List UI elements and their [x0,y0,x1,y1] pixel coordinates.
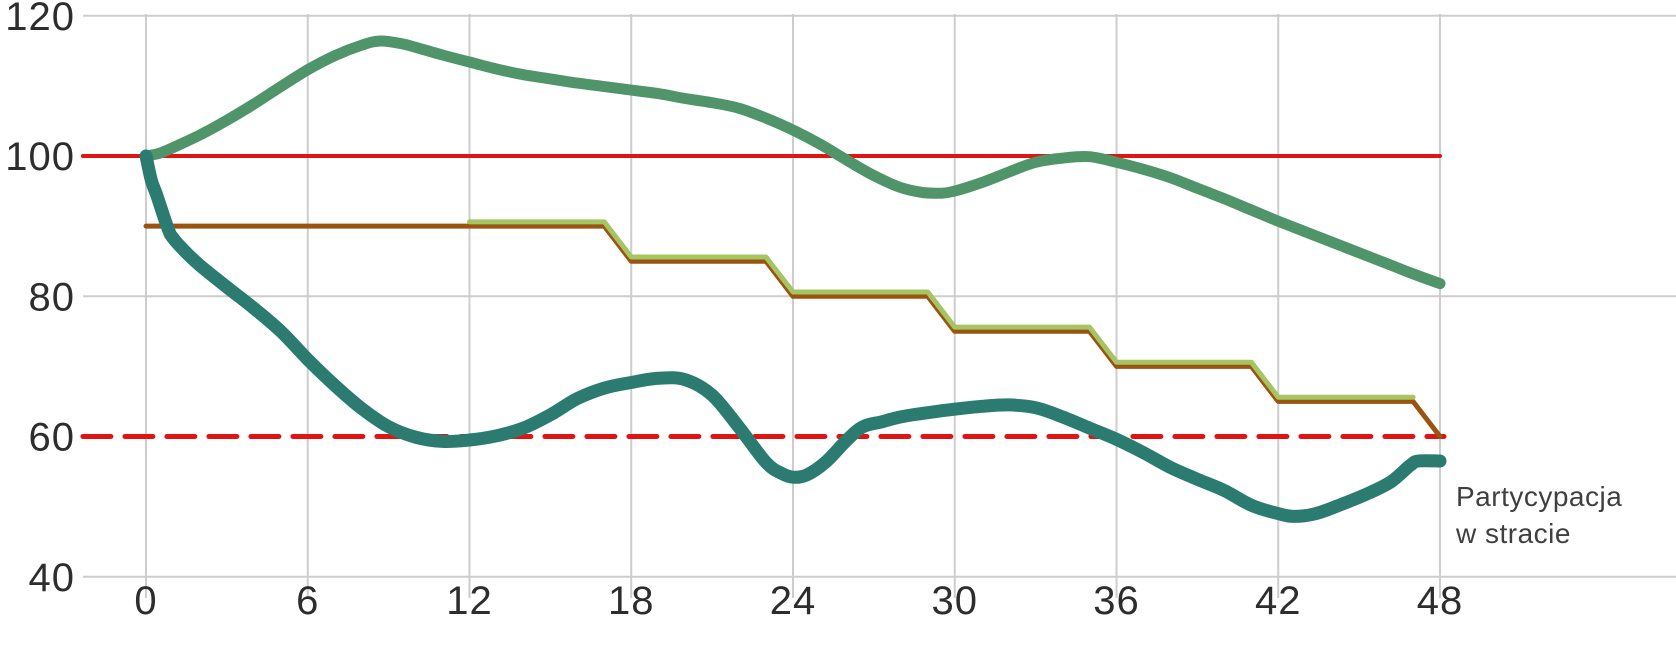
x-axis-tick-12: 12 [446,579,493,623]
annotation-line-2: w stracie [1456,518,1571,549]
y-axis-tick-60: 60 [29,416,76,460]
x-axis-tick-42: 42 [1255,579,1302,623]
x-axis-tick-24: 24 [770,579,817,623]
x-axis-tick-30: 30 [931,579,978,623]
annotation-line-1: Partycypacja [1456,481,1623,512]
loss-participation-annotation: Partycypacja w stracie [1456,478,1622,552]
x-axis-tick-36: 36 [1093,579,1140,623]
y-axis-tick-120: 120 [5,0,75,39]
y-axis-tick-40: 40 [29,556,76,600]
series-step-line-light-green [467,219,1416,400]
x-axis-tick-48: 48 [1417,579,1464,623]
series-step-line-brown [143,223,1443,439]
x-axis-tick-6: 6 [296,579,319,623]
y-axis-tick-80: 80 [29,275,76,319]
x-axis-tick-18: 18 [608,579,655,623]
y-axis-tick-100: 100 [5,135,75,179]
series-teal-curve-participation-in-loss [139,149,1447,523]
series-green-curve-portfolio [140,35,1446,290]
x-axis-tick-0: 0 [134,579,157,623]
